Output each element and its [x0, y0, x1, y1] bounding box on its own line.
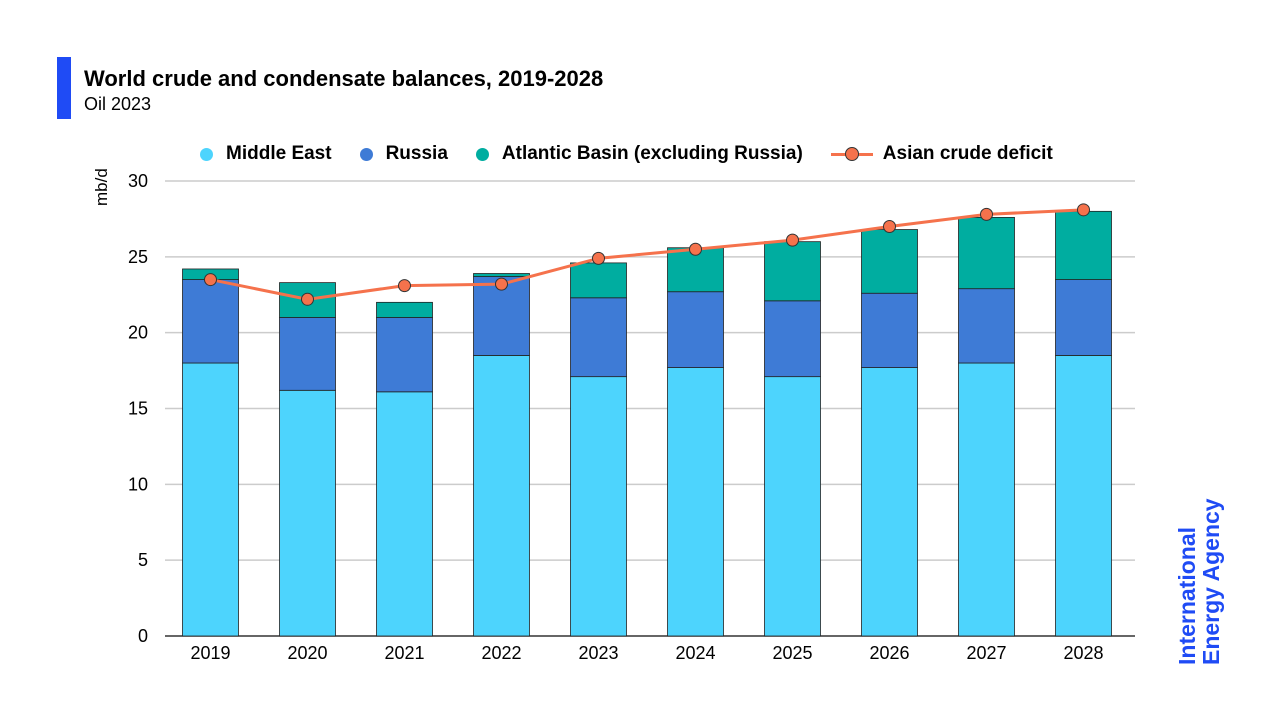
bar-atlantic-basin-excluding-russia-	[376, 301, 433, 318]
legend-swatch	[359, 147, 373, 161]
x-tick-label: 2025	[772, 643, 812, 663]
bar-atlantic-basin-excluding-russia-	[1055, 210, 1112, 280]
y-tick-label: 10	[128, 474, 148, 494]
bar-middle-east	[764, 376, 821, 637]
legend-label: Middle East	[226, 143, 332, 164]
accent-bar	[57, 57, 71, 119]
legend-item-atlantic: Atlantic Basin (excluding Russia)	[475, 143, 803, 165]
bar-russia	[861, 292, 918, 368]
x-tick-label: 2027	[966, 643, 1006, 663]
line-asian-crude-deficit	[210, 208, 1084, 301]
bar-middle-east	[861, 367, 918, 637]
line-point	[592, 251, 605, 265]
bar-atlantic-basin-excluding-russia-	[861, 229, 918, 294]
y-tick-label: 15	[128, 399, 148, 419]
y-tick-label: 0	[138, 626, 148, 646]
line-point	[495, 277, 508, 291]
legend-item-asian-deficit: Asian crude deficit	[830, 143, 1053, 165]
y-tick-label: 20	[128, 323, 148, 343]
legend-item-russia: Russia	[359, 143, 448, 165]
chart-subtitle: Oil 2023	[84, 94, 152, 114]
bar-atlantic-basin-excluding-russia-	[958, 216, 1015, 290]
bar-russia	[958, 288, 1015, 364]
y-tick-label: 30	[128, 171, 148, 191]
line-point	[883, 220, 896, 233]
line-point	[689, 242, 702, 256]
bar-middle-east	[473, 355, 530, 637]
bar-russia	[764, 300, 821, 378]
chart-title: World crude and condensate balances, 201…	[84, 66, 604, 91]
x-tick-label: 2028	[1063, 643, 1103, 663]
bar-russia	[1055, 279, 1112, 356]
bar-middle-east	[1055, 355, 1112, 637]
bar-atlantic-basin-excluding-russia-	[764, 241, 821, 302]
bar-atlantic-basin-excluding-russia-	[473, 273, 530, 277]
x-tick-label: 2020	[287, 643, 327, 663]
x-tick-label: 2019	[190, 643, 230, 663]
x-tick-label: 2021	[384, 643, 424, 663]
bar-russia	[182, 279, 239, 364]
x-tick-label: 2022	[481, 643, 521, 663]
bar-middle-east	[182, 362, 239, 637]
bar-middle-east	[279, 389, 336, 637]
y-tick-label: 5	[138, 550, 148, 570]
y-tick-label: 25	[128, 247, 148, 267]
line-point	[786, 233, 799, 247]
bar-russia	[279, 317, 336, 391]
legend-swatch	[475, 147, 489, 161]
bar-middle-east	[376, 391, 433, 637]
legend-label: Atlantic Basin (excluding Russia)	[501, 143, 803, 164]
bar-russia	[667, 291, 724, 368]
x-tick-label: 2024	[675, 643, 715, 663]
legend-item-middle-east: Middle East	[200, 143, 332, 165]
legend-label: Russia	[385, 143, 448, 164]
legend: Middle East Russia Atlantic Basin (exclu…	[200, 143, 1081, 165]
x-tick-label: 2026	[869, 643, 909, 663]
line-point	[204, 273, 217, 287]
line-point	[301, 292, 314, 306]
line-point	[398, 279, 411, 293]
legend-swatch	[200, 147, 213, 161]
bar-middle-east	[958, 362, 1015, 637]
legend-swatch	[830, 147, 873, 161]
bar-middle-east	[570, 376, 627, 637]
bar-russia	[570, 297, 627, 378]
line-point	[980, 207, 993, 221]
bar-russia	[376, 317, 433, 393]
bar-atlantic-basin-excluding-russia-	[570, 262, 627, 299]
legend-label: Asian crude deficit	[882, 143, 1053, 164]
bar-middle-east	[667, 367, 724, 637]
line-point	[1077, 203, 1090, 217]
x-tick-label: 2023	[578, 643, 618, 663]
